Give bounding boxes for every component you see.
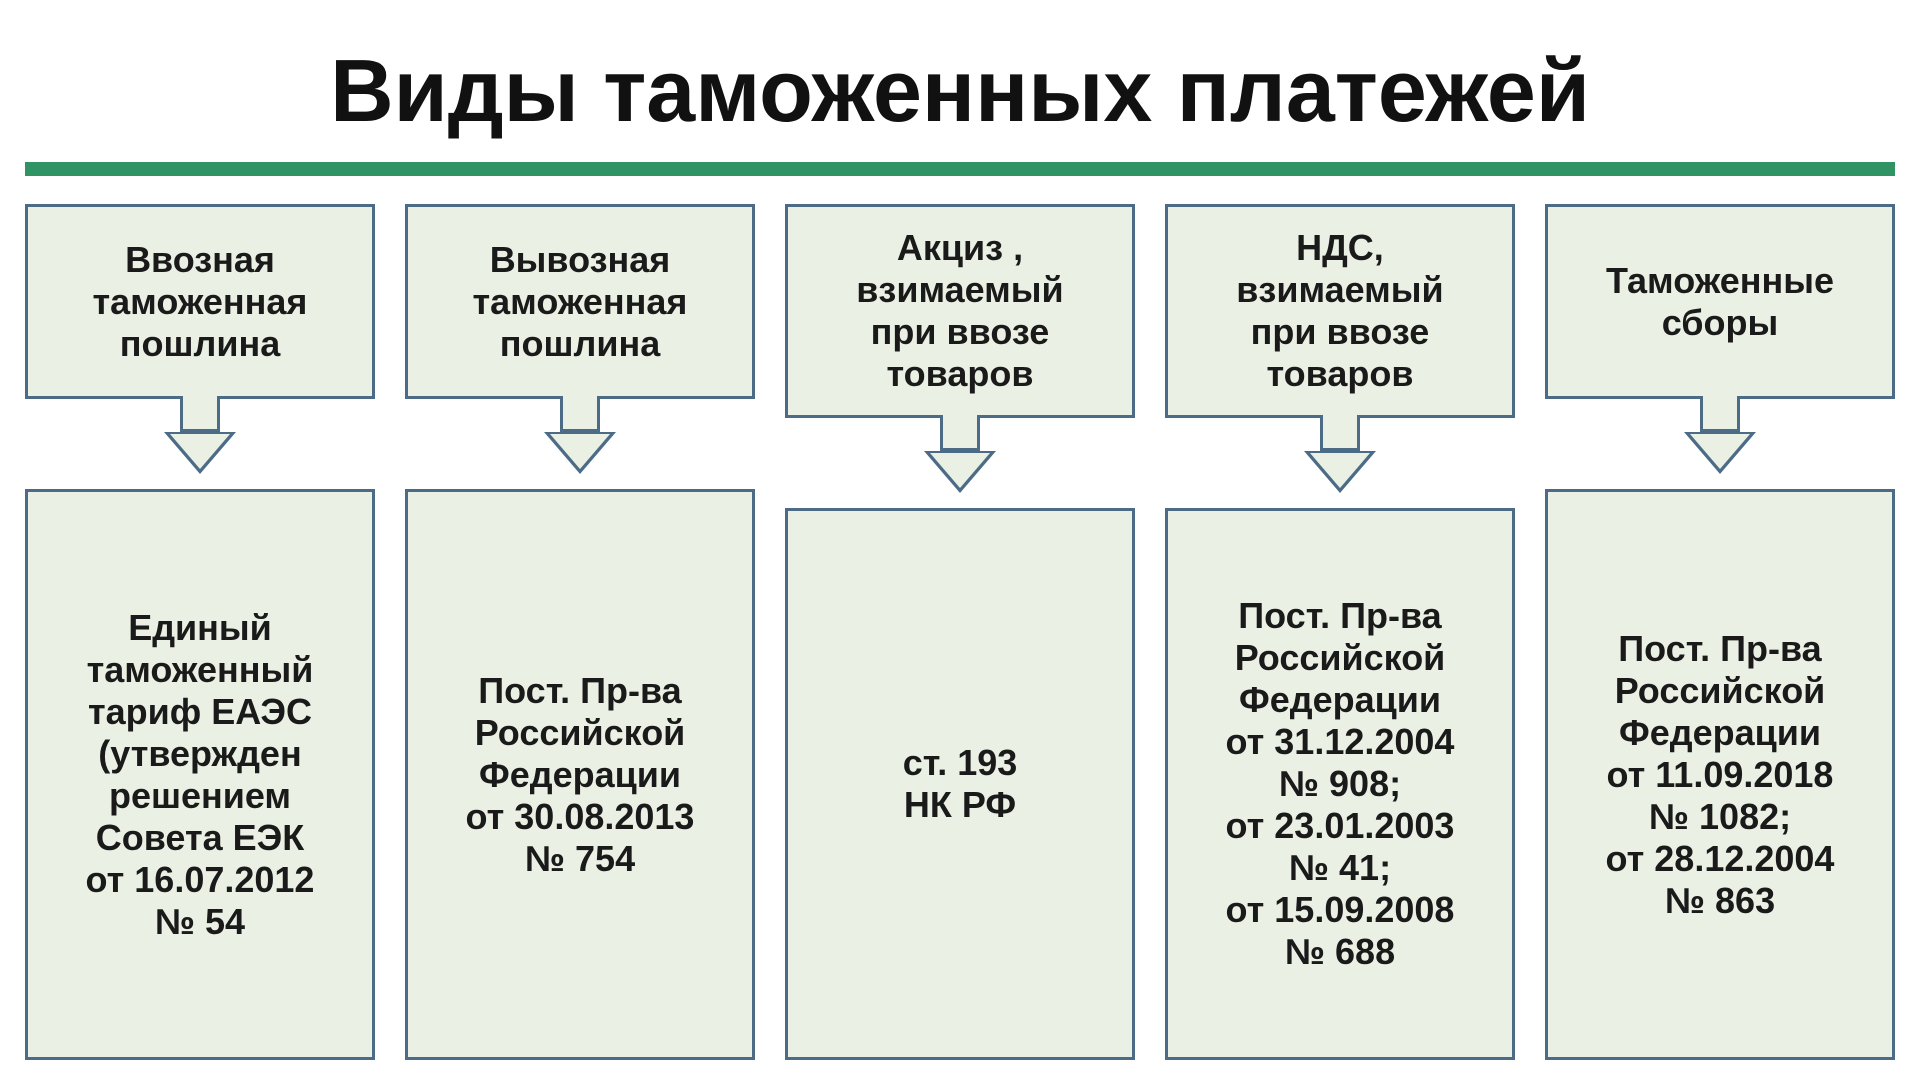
detail-box-4: Пост. Пр-ва Российской Федерации от 31.1… <box>1165 508 1515 1060</box>
header-box-3: Акциз , взимаемый при ввозе товаров <box>785 204 1135 418</box>
header-box-5: Таможенные сборы <box>1545 204 1895 399</box>
header-box-4: НДС, взимаемый при ввозе товаров <box>1165 204 1515 418</box>
arrow-down-icon <box>1304 415 1376 493</box>
header-box-1: Ввозная таможенная пошлина <box>25 204 375 399</box>
arrow-down-icon <box>164 396 236 474</box>
slide-container: Виды таможенных платежей Ввозная таможен… <box>0 0 1920 1080</box>
column-3: Акциз , взимаемый при ввозе товаров ст. … <box>785 204 1135 1060</box>
page-title: Виды таможенных платежей <box>25 40 1895 142</box>
arrow-down-icon <box>924 415 996 493</box>
columns-row: Ввозная таможенная пошлина Единый таможе… <box>25 204 1895 1060</box>
column-2: Вывозная таможенная пошлина Пост. Пр-ва … <box>405 204 755 1060</box>
column-5: Таможенные сборы Пост. Пр-ва Российской … <box>1545 204 1895 1060</box>
title-divider <box>25 162 1895 176</box>
detail-box-1: Единый таможенный тариф ЕАЭС (утвержден … <box>25 489 375 1060</box>
detail-box-3: ст. 193 НК РФ <box>785 508 1135 1060</box>
detail-box-5: Пост. Пр-ва Российской Федерации от 11.0… <box>1545 489 1895 1060</box>
column-1: Ввозная таможенная пошлина Единый таможе… <box>25 204 375 1060</box>
header-box-2: Вывозная таможенная пошлина <box>405 204 755 399</box>
detail-box-2: Пост. Пр-ва Российской Федерации от 30.0… <box>405 489 755 1060</box>
arrow-down-icon <box>544 396 616 474</box>
column-4: НДС, взимаемый при ввозе товаров Пост. П… <box>1165 204 1515 1060</box>
arrow-down-icon <box>1684 396 1756 474</box>
